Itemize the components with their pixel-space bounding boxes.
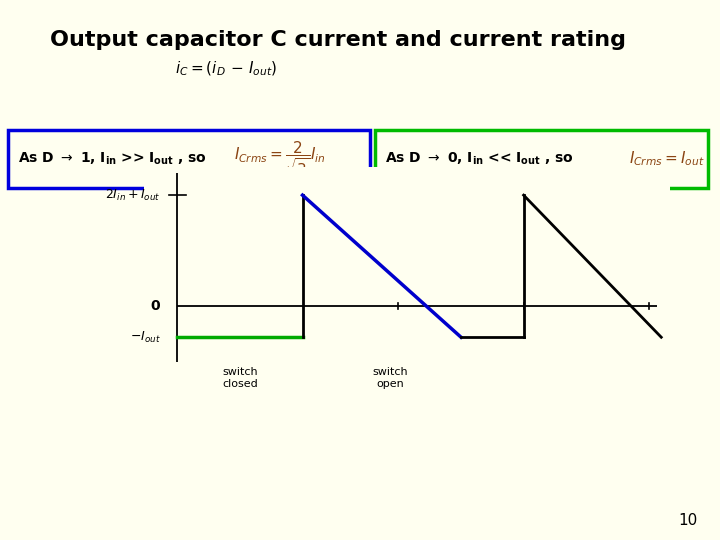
Text: As D $\rightarrow$ 0, I$_\mathregular{in}$ << I$_\mathregular{out}$ , so: As D $\rightarrow$ 0, I$_\mathregular{in… bbox=[385, 151, 574, 167]
Text: $i_C = (i_D\, -\, I_{out})$: $i_C = (i_D\, -\, I_{out})$ bbox=[175, 60, 277, 78]
Text: switch
open: switch open bbox=[372, 367, 408, 389]
Text: As D $\rightarrow$ 1, I$_\mathregular{in}$ >> I$_\mathregular{out}$ , so: As D $\rightarrow$ 1, I$_\mathregular{in… bbox=[18, 151, 207, 167]
Text: $I_{Crms} = \max\!\left(\dfrac{2}{\sqrt{3}} I_{in},\, I_{out}\right)$: $I_{Crms} = \max\!\left(\dfrac{2}{\sqrt{… bbox=[268, 213, 456, 253]
Bar bbox=[255, 198, 470, 270]
Bar bbox=[375, 130, 708, 188]
Text: switch
closed: switch closed bbox=[222, 367, 258, 389]
Text: 10: 10 bbox=[679, 513, 698, 528]
Text: $I_{Crms} = \dfrac{2}{\sqrt{3}} I_{in}$: $I_{Crms} = \dfrac{2}{\sqrt{3}} I_{in}$ bbox=[234, 140, 326, 178]
Text: Output capacitor C current and current rating: Output capacitor C current and current r… bbox=[50, 30, 626, 50]
Text: $I_{in} = \dfrac{DI_{out}}{1-D}\,,\;I_{out} = \dfrac{(1-D)I_{in}}{D}$: $I_{in} = \dfrac{DI_{out}}{1-D}\,,\;I_{o… bbox=[282, 262, 518, 302]
Text: $-I_{out}$: $-I_{out}$ bbox=[130, 330, 161, 345]
Text: $2I_{in} + I_{out}$: $2I_{in} + I_{out}$ bbox=[105, 187, 161, 202]
Text: $I_{Crms} = I_{out}$: $I_{Crms} = I_{out}$ bbox=[629, 150, 705, 168]
Text: $\mathbf{0}$: $\mathbf{0}$ bbox=[150, 299, 161, 313]
Bar bbox=[8, 130, 370, 188]
